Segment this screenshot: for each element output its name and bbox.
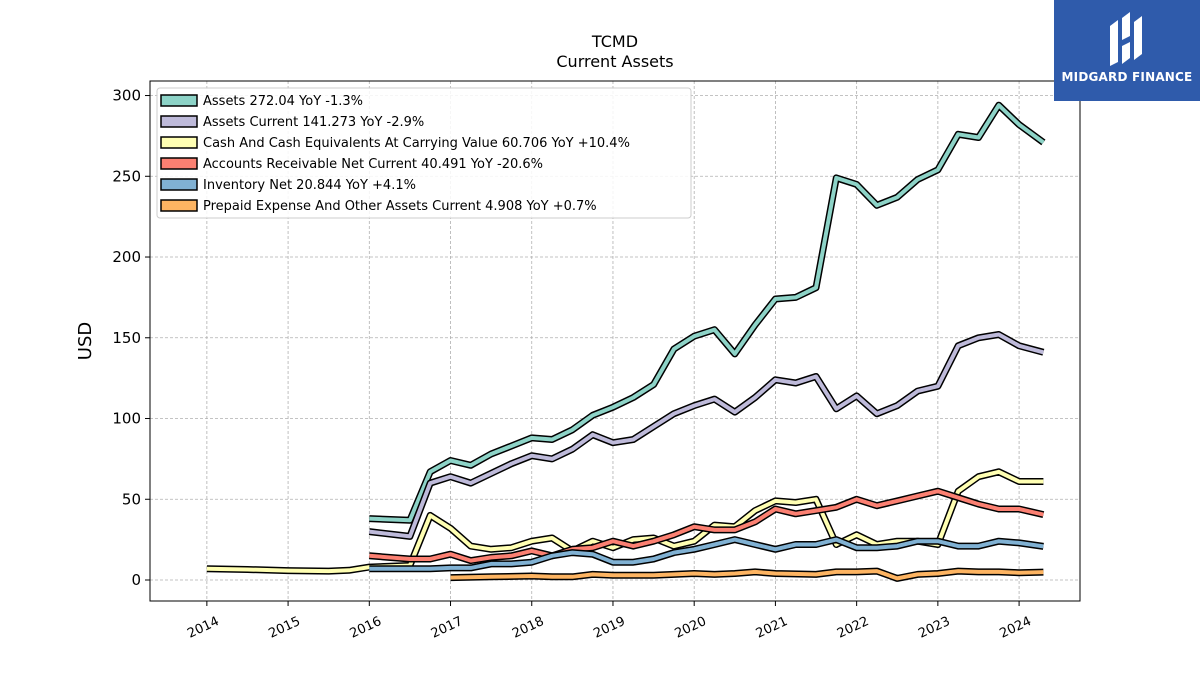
series-line-outline	[206, 468, 1044, 575]
legend-label: Accounts Receivable Net Current 40.491 Y…	[203, 157, 543, 172]
legend-swatch	[160, 94, 198, 107]
x-tick-label: 2023	[916, 614, 952, 642]
series-3	[369, 487, 1045, 565]
plot-frame	[149, 80, 1081, 602]
legend-entry: Assets Current 141.273 YoY -2.9%	[160, 115, 424, 130]
chart-subtitle: Current Assets	[556, 52, 673, 71]
y-tick-label: 0	[131, 571, 141, 589]
x-tick-label: 2014	[185, 614, 221, 642]
y-axis: 0 50 100 150 200 250 300	[112, 87, 150, 589]
x-tick-label: 2019	[591, 614, 627, 642]
x-axis: 2014 2015 2016 2017 2018 2019 2020 2021 2022 2023…	[185, 601, 1034, 642]
x-tick-label: 2024	[997, 614, 1033, 642]
series-line	[369, 103, 1045, 523]
series-line	[369, 489, 1044, 563]
legend-swatch	[160, 115, 198, 128]
series-4	[369, 536, 1044, 573]
series-line	[369, 537, 1044, 571]
y-tick-label: 250	[112, 167, 141, 185]
legend-label: Cash And Cash Equivalents At Carrying Va…	[203, 136, 630, 151]
y-axis-label: USD	[75, 322, 96, 360]
legend-swatch	[160, 178, 198, 191]
x-tick-label: 2020	[673, 614, 709, 642]
x-tick-label: 2017	[429, 614, 465, 642]
legend-label: Inventory Net 20.844 YoY +4.1%	[203, 178, 416, 193]
y-tick-label: 150	[112, 329, 141, 347]
y-tick-label: 300	[112, 87, 141, 105]
legend-entry: Prepaid Expense And Other Assets Current…	[160, 199, 597, 214]
legend-swatch	[160, 199, 198, 212]
y-tick-label: 50	[122, 490, 141, 508]
y-tick-label: 100	[112, 410, 141, 428]
legend-entry: Assets 272.04 YoY -1.3%	[160, 94, 363, 109]
logo-mark-icon	[1110, 12, 1142, 66]
legend-label: Assets 272.04 YoY -1.3%	[203, 94, 363, 109]
legend-entry: Inventory Net 20.844 YoY +4.1%	[160, 178, 416, 193]
chart-title: TCMD	[591, 32, 638, 51]
logo-text: MIDGARD FINANCE	[1061, 70, 1193, 84]
series-line-outline	[368, 331, 1045, 540]
x-tick-label: 2022	[835, 614, 871, 642]
y-tick-label: 200	[112, 248, 141, 266]
series-2	[206, 468, 1044, 575]
legend-frame	[156, 87, 692, 219]
legend-entry: Accounts Receivable Net Current 40.491 Y…	[160, 157, 543, 172]
legend-swatch	[160, 136, 198, 149]
series-line	[206, 469, 1044, 574]
brand-logo: MIDGARD FINANCE	[1054, 0, 1200, 101]
legend-label: Assets Current 141.273 YoY -2.9%	[203, 115, 424, 130]
legend-entry: Cash And Cash Equivalents At Carrying Va…	[160, 136, 630, 151]
series-layer	[206, 101, 1046, 582]
legend: Assets 272.04 YoY -1.3% Assets Current 14…	[156, 87, 692, 219]
series-1	[368, 331, 1045, 540]
series-5	[450, 567, 1044, 582]
series-line	[369, 332, 1044, 539]
x-tick-label: 2018	[510, 614, 546, 642]
x-tick-label: 2015	[266, 614, 302, 642]
x-tick-label: 2016	[348, 614, 384, 642]
legend-label: Prepaid Expense And Other Assets Current…	[203, 199, 597, 214]
legend-swatch	[160, 157, 198, 170]
x-tick-label: 2021	[754, 614, 790, 642]
series-0	[369, 101, 1046, 524]
series-line	[450, 569, 1044, 581]
